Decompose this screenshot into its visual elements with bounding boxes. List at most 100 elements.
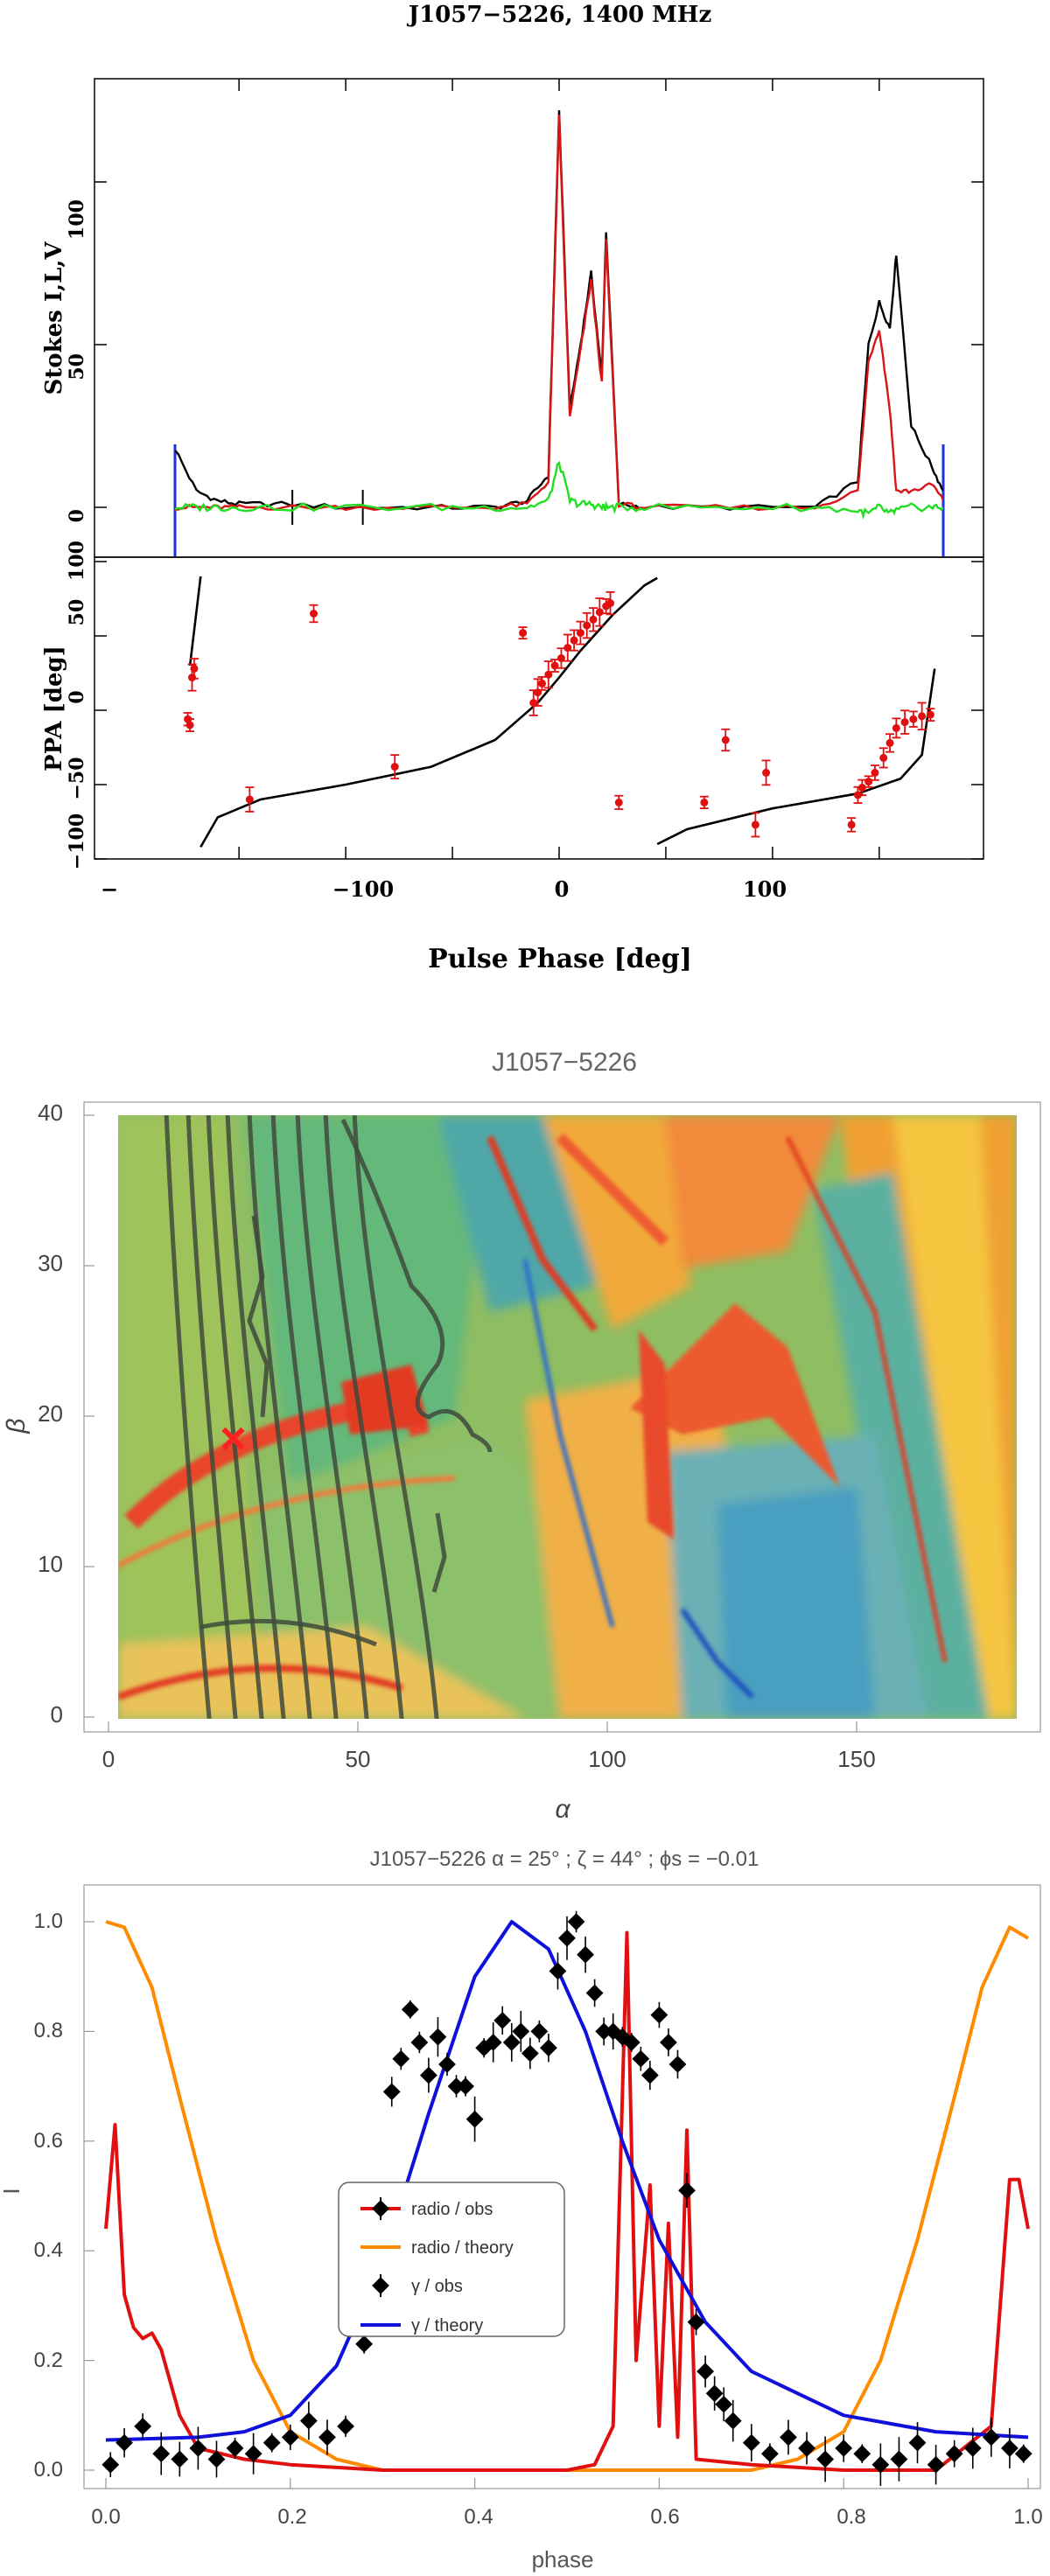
ppa-xtick-0: 0: [555, 876, 570, 902]
contour-island: [247, 1215, 270, 1418]
gamma-obs-point: [872, 2443, 890, 2487]
rvm-curve-segment: [656, 668, 936, 846]
lc-ytick-02: 0.2: [34, 2349, 63, 2372]
gamma-obs-point: [908, 2422, 927, 2464]
ppa-point: [699, 795, 709, 810]
skymap-xtick-150: 150: [837, 1746, 875, 1772]
legend-box: [338, 2182, 565, 2337]
stokes-ticks: [94, 79, 984, 557]
ppa-point: [518, 626, 528, 640]
contour-line: [247, 1115, 312, 1719]
ppa-plot: 100 50 0 −50 −100 PPA [deg] − −100 0 100…: [41, 541, 984, 974]
ppa-point: [908, 710, 918, 728]
gamma-obs-point: [650, 2001, 668, 2028]
gamma-obs-point: [171, 2441, 189, 2477]
gamma-obs-point: [982, 2418, 1000, 2457]
ppa-point: [751, 812, 760, 838]
lc-ytick-08: 0.8: [34, 2019, 63, 2042]
contour-line: [323, 1115, 404, 1719]
stokes-series-V: [175, 460, 943, 520]
stokes-ylabel: Stokes I,L,V: [41, 241, 67, 395]
region-left-green: [118, 1115, 262, 1719]
ppa-point: [550, 659, 560, 673]
gamma-obs-point: [705, 2376, 724, 2411]
ppa-point: [309, 604, 318, 624]
lightcurve-curves: [102, 1910, 1032, 2487]
ppa-point: [900, 709, 910, 735]
gamma-obs-point: [567, 1910, 585, 1933]
skymap-xlabel: α: [555, 1795, 570, 1824]
rvm-curve-segment: [188, 576, 202, 667]
skymap-heatmap: [118, 1115, 1017, 1719]
contour-line: [225, 1115, 286, 1719]
streak-right: [785, 1135, 948, 1663]
gamma-obs-point: [585, 1979, 604, 2007]
contour-line: [206, 1115, 264, 1719]
gamma-obs-point: [760, 2443, 779, 2465]
gamma-obs-point: [438, 2052, 456, 2077]
skymap-ytick-0: 0: [51, 1701, 63, 1728]
rvm-curve-segment: [200, 576, 658, 848]
best-fit-marker: [221, 1427, 245, 1450]
skymap-ylabel: β: [2, 1418, 31, 1434]
ppa-frame: [94, 556, 984, 860]
lightcurve-ylabel: I: [0, 2188, 24, 2194]
gamma-obs-point: [401, 2000, 419, 2019]
gamma-obs-point: [622, 2033, 640, 2052]
contour-island: [431, 1512, 447, 1593]
streak-blue-low: [680, 1608, 755, 1700]
gamma-obs-point: [687, 2308, 705, 2335]
region-orange-upper: [542, 1115, 691, 1330]
ppa-point: [870, 764, 879, 781]
gamma-obs-point: [299, 2401, 318, 2440]
ppa-point: [878, 747, 888, 769]
gamma-obs-point: [835, 2434, 853, 2462]
ppa-point: [556, 647, 566, 669]
ppa-point: [606, 590, 615, 616]
gamma-obs-point: [281, 2424, 299, 2450]
map-ridges: [118, 1133, 948, 1700]
gamma-obs-point: [502, 2022, 521, 2062]
stokes-plot: 100 50 0 Stokes I,L,V: [41, 78, 984, 558]
gamma-obs-point: [244, 2433, 262, 2475]
gamma-obs-point: [549, 1952, 567, 1990]
ppa-point: [595, 597, 605, 627]
ppa-point: [186, 718, 195, 732]
stokes-tick-100: 100: [66, 199, 88, 240]
gamma-obs-point: [521, 2037, 539, 2070]
ppa-xtick-neg100: −100: [332, 876, 394, 902]
ppa-point: [892, 717, 901, 739]
gamma-obs-point: [540, 2033, 557, 2063]
ppa-point: [926, 708, 935, 722]
gamma-obs-point: [963, 2427, 982, 2469]
gamma-obs-point: [494, 2006, 512, 2035]
region-blue-deep: [718, 1487, 875, 1719]
skymap-ytick-40: 40: [38, 1100, 63, 1126]
skymap-ticks: [84, 1114, 858, 1732]
panel2-title: J1057−5226: [492, 1048, 637, 1077]
lightcurve-xlabel: phase: [532, 2546, 594, 2573]
lc-xtick-02: 0.2: [277, 2505, 306, 2529]
lc-xtick-06: 0.6: [650, 2505, 679, 2529]
ppa-point: [582, 611, 592, 639]
gamma-obs-point: [696, 2355, 714, 2388]
stokes-tick-50: 50: [66, 353, 88, 380]
ppa-point: [390, 754, 400, 779]
gamma-obs-point: [262, 2433, 281, 2453]
legend-radio-theory: radio / theory: [411, 2238, 514, 2258]
gamma-obs-point: [466, 2096, 484, 2142]
gamma-obs-point: [668, 2049, 687, 2079]
ppa-tick-neg100: −100: [66, 813, 88, 869]
region-yellow-right: [892, 1115, 1017, 1719]
gamma-obs-point: [724, 2399, 742, 2442]
lightcurve-plot: 1.0 0.8 0.6 0.4 0.2 0.0 0.0 0.2 0.4 0.6 …: [0, 1884, 1043, 2573]
ppa-point: [858, 778, 867, 797]
stokes-series-I: [175, 110, 943, 511]
marker-stroke-2: [221, 1427, 245, 1450]
ppa-point: [761, 759, 771, 786]
ppa-point: [543, 660, 553, 689]
lc-ytick-06: 0.6: [34, 2129, 63, 2153]
lc-xtick-0: 0.0: [91, 2505, 120, 2529]
ppa-point: [847, 817, 857, 833]
